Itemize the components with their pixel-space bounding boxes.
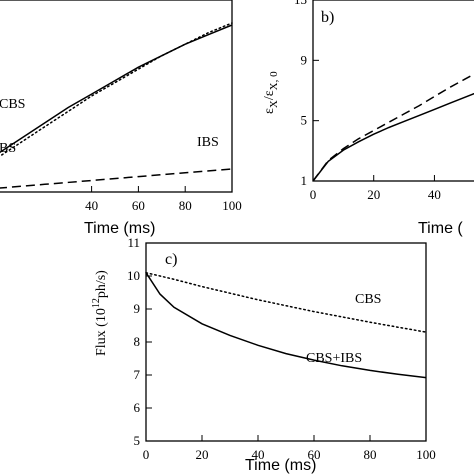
panel-b-series-dashed xyxy=(312,73,474,182)
panel-b-y-title-sub2: X, 0 xyxy=(268,71,280,90)
panel-c-x-tick-label: 60 xyxy=(308,447,321,462)
panel-b-series-solid xyxy=(312,92,474,182)
panel-c-x-tick-label: 100 xyxy=(416,447,436,462)
panel-b-x-tick-label: 40 xyxy=(428,187,441,202)
panel-c-y-tick-label: 7 xyxy=(134,367,141,382)
panel-c-annotation-cbs: CBS xyxy=(355,292,381,307)
panel-a-series-ibs xyxy=(0,168,233,189)
panel-a-x-tick-label: 80 xyxy=(179,198,192,213)
panel-b-y-ticks: 1 5 9 13 xyxy=(294,0,319,188)
panel-c-x-tick-label: 0 xyxy=(143,447,150,462)
panel-a-x-ticks: 40 60 80 100 xyxy=(85,186,242,213)
panel-c-y-tick-label: 11 xyxy=(127,235,140,250)
panel-b-x-tick-label: 0 xyxy=(310,187,317,202)
panel-b-frame xyxy=(312,0,474,182)
panel-b-series xyxy=(312,73,474,182)
panel-c-y-tick-label: 6 xyxy=(134,400,141,415)
panel-b-y-title-sub1: X xyxy=(268,100,280,108)
panel-c-y-axis-title: Flux (1012ph/s) xyxy=(91,270,109,356)
panel-c-label: c) xyxy=(165,251,177,268)
panel-b-y-tick-label: 1 xyxy=(301,173,308,188)
panel-b-y-title-base2: ε xyxy=(262,90,277,96)
panel-a-x-tick-label: 100 xyxy=(222,198,242,213)
panel-a-series xyxy=(0,22,233,189)
panel-b-y-tick-label: 5 xyxy=(301,113,308,128)
panel-a-x-tick-label: 60 xyxy=(132,198,145,213)
panel-c-y-title-suffix: ph/s) xyxy=(94,270,109,298)
panel-c-x-axis-title: Time (ms) xyxy=(245,457,316,474)
panel-c-x-tick-label: 80 xyxy=(364,447,377,462)
panel-a-annotation-cbs: CBS xyxy=(0,97,25,112)
panel-c-y-tick-label: 8 xyxy=(134,334,141,349)
panel-a-series-cbs xyxy=(0,24,233,154)
panel-c-y-tick-label: 10 xyxy=(127,268,140,283)
panel-c-series-cbs-ibs xyxy=(145,272,427,379)
panel-b-y-title-base1: ε xyxy=(262,108,277,114)
panel-b-y-tick-label: 9 xyxy=(301,52,308,67)
panel-c-x-tick-label: 20 xyxy=(196,447,209,462)
panel-c-y-ticks: 5 6 7 8 9 10 11 xyxy=(127,235,152,448)
panel-b-x-ticks: 0 20 40 xyxy=(310,175,441,202)
panel-c-x-ticks: 0 20 40 60 80 100 xyxy=(143,435,436,462)
panel-c: 0 20 40 60 80 100 5 6 7 8 9 10 11 c) CBS CBS+IBS Fl… xyxy=(91,235,436,474)
panel-a-series-dotted xyxy=(0,22,233,157)
panel-b-x-axis-title: Time ( xyxy=(418,220,463,237)
panel-c-series-cbs xyxy=(145,271,427,333)
panel-c-y-title-prefix: Flux (10 xyxy=(94,308,109,356)
panel-a-annotation-ibs: IBS xyxy=(197,135,219,150)
panel-b-label: b) xyxy=(321,9,334,26)
panel-c-x-tick-label: 40 xyxy=(252,447,265,462)
panel-a: 40 60 80 100 CBS BS IBS Time (ms) xyxy=(0,0,242,237)
panel-c-y-tick-label: 5 xyxy=(134,433,141,448)
panel-c-y-tick-label: 9 xyxy=(134,301,141,316)
panel-b-y-axis-title: εX/εX, 0 xyxy=(262,71,280,114)
panel-b-y-tick-label: 13 xyxy=(294,0,307,7)
panel-a-x-axis-title: Time (ms) xyxy=(84,220,155,237)
panel-a-x-tick-label: 40 xyxy=(85,198,98,213)
panel-c-frame xyxy=(145,242,427,442)
panel-a-frame xyxy=(0,0,233,193)
panel-c-annotation-cbs-ibs: CBS+IBS xyxy=(306,351,362,366)
panel-b-y-title-slash: / xyxy=(262,96,277,100)
panel-c-series xyxy=(145,271,427,379)
panel-a-annotation-bs: BS xyxy=(0,141,16,156)
panel-c-y-title-sup: 12 xyxy=(91,298,102,308)
panel-b-x-tick-label: 20 xyxy=(367,187,380,202)
